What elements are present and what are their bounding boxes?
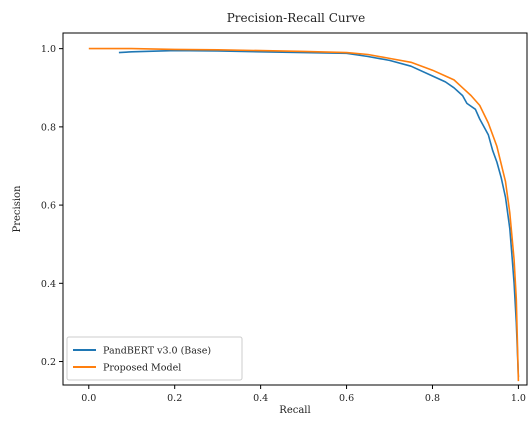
y-tick-label: 0.4 <box>41 279 56 290</box>
legend-box <box>66 336 243 381</box>
y-tick-label: 0.8 <box>41 122 56 133</box>
plot-area-frame <box>62 32 528 386</box>
series-line-1 <box>118 49 520 378</box>
y-tick-label: 1.0 <box>41 44 56 55</box>
x-tick-label: 0.4 <box>253 393 268 404</box>
x-tick-label: 0.2 <box>167 393 182 404</box>
legend: PandBERT v3.0 (Base) Proposed Model <box>66 336 243 381</box>
x-tick-label: 0.0 <box>81 393 96 404</box>
legend-label-series-1: PandBERT v3.0 (Base) <box>103 346 211 357</box>
y-tick-label: 0.6 <box>41 201 56 212</box>
x-axis-ticks: 0.0 0.2 0.4 0.6 0.8 1.0 <box>81 385 526 404</box>
x-tick-label: 0.8 <box>425 393 440 404</box>
series-line-2 <box>88 47 520 382</box>
legend-label-series-2: Proposed Model <box>103 363 181 374</box>
y-axis-label: Precision <box>12 185 23 233</box>
y-tick-label: 0.2 <box>41 357 56 368</box>
x-tick-label: 0.6 <box>339 393 354 404</box>
series-layer <box>88 47 520 382</box>
x-tick-label: 1.0 <box>511 393 526 404</box>
y-axis-ticks: 0.2 0.4 0.6 0.8 1.0 <box>41 44 63 368</box>
x-axis-label: Recall <box>279 405 310 416</box>
chart-title: Precision-Recall Curve <box>227 11 366 25</box>
